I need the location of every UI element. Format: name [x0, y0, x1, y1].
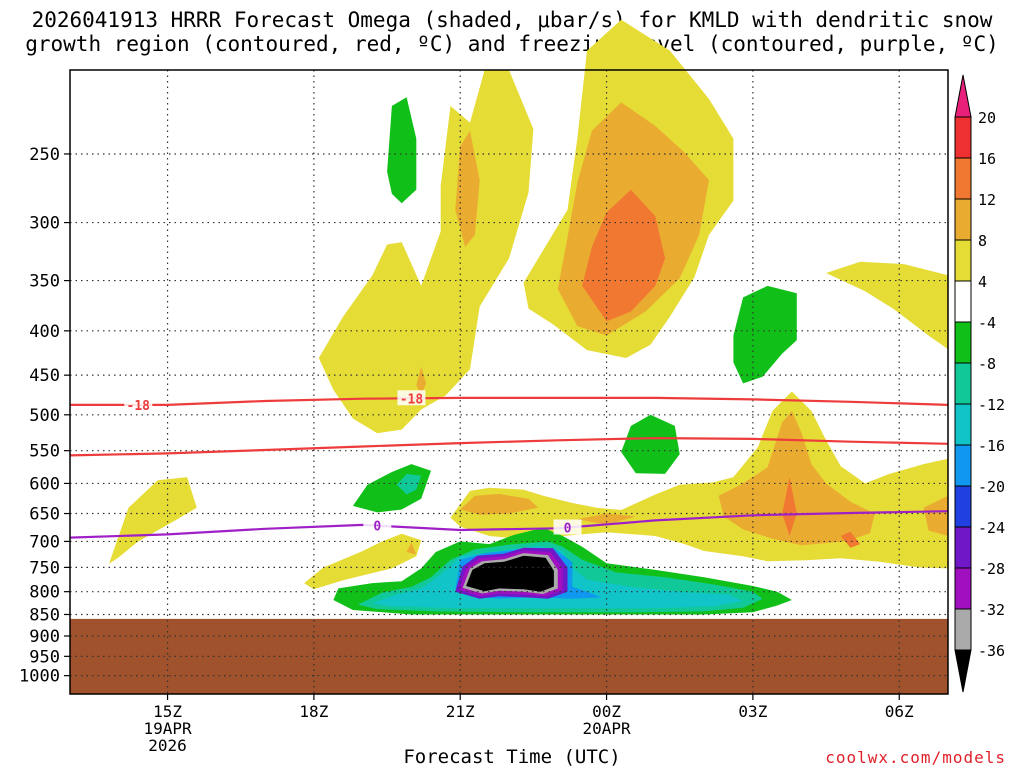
- colorbar-label-10: -24: [978, 519, 1005, 537]
- omega-region-3: [826, 261, 948, 350]
- colorbar-top-triangle: [954, 74, 972, 118]
- contour-label-0-1: -18: [400, 392, 424, 407]
- credit-link[interactable]: coolwx.com/models: [825, 748, 1006, 767]
- contour-1: [69, 436, 949, 457]
- contour-label-bg-2-0: [363, 517, 392, 533]
- colorbar-swatch-4: [954, 280, 972, 323]
- omega-shading-layer: [109, 19, 948, 615]
- y-axis-ticks: 2503003504004505005506006507007508008509…: [19, 145, 70, 687]
- colorbar-swatch-8: [954, 444, 972, 487]
- ground-below-surface: [70, 618, 948, 694]
- colorbar-label-7: -12: [978, 396, 1005, 414]
- y-tick-label-800: 800: [29, 583, 60, 603]
- omega-region-8: [416, 366, 427, 396]
- omega-region-1: [318, 70, 534, 434]
- colorbar-label-4: 4: [978, 273, 987, 291]
- x-tick-label-17-0: 06Z: [885, 702, 914, 721]
- omega-region-6: [455, 130, 480, 247]
- y-tick-label-250: 250: [29, 145, 60, 165]
- colorbar-bottom-triangle: [954, 649, 972, 693]
- colorbar-label-11: -28: [978, 560, 1005, 578]
- colorbar-label-6: -8: [978, 355, 996, 373]
- colorbar-label-9: -20: [978, 478, 1005, 496]
- omega-region-0: [109, 477, 197, 564]
- y-tick-label-850: 850: [29, 605, 60, 625]
- colorbar-label-5: -4: [978, 314, 996, 332]
- x-tick-label-5-0: 18Z: [299, 702, 328, 721]
- x-tick-label-8-0: 21Z: [446, 702, 475, 721]
- omega-region-16: [840, 531, 861, 548]
- omega-region-19: [621, 414, 680, 474]
- y-tick-label-700: 700: [29, 532, 60, 552]
- colorbar-label-2: 12: [978, 191, 996, 209]
- contour-0: [70, 396, 949, 406]
- y-tick-label-1000: 1000: [19, 667, 60, 687]
- y-tick-label-550: 550: [29, 442, 60, 462]
- x-tick-label-11-1: 20APR: [582, 719, 631, 738]
- contour-label-2-1: 0: [564, 522, 572, 537]
- omega-region-13: [406, 542, 417, 555]
- colorbar-swatch-10: [954, 526, 972, 569]
- y-tick-label-500: 500: [29, 406, 60, 426]
- omega-region-11: [718, 411, 875, 546]
- contour-layer: -18 -18 0 0: [69, 390, 949, 539]
- contour-label-0-0: -18: [127, 399, 151, 414]
- colorbar-label-0: 20: [978, 109, 996, 127]
- colorbar-swatch-1: [954, 157, 972, 200]
- omega-region-20: [352, 464, 431, 513]
- contour-label-bg-0-1: [397, 390, 426, 406]
- y-tick-label-400: 400: [29, 322, 60, 342]
- contour-label-bg-2-1: [553, 519, 582, 535]
- colorbar-label-3: 8: [978, 232, 987, 250]
- omega-region-9: [460, 493, 539, 515]
- y-tick-label-600: 600: [29, 474, 60, 494]
- colorbar-label-12: -32: [978, 601, 1005, 619]
- omega-region-10: [577, 513, 636, 525]
- y-tick-label-300: 300: [29, 214, 60, 234]
- colorbar-swatch-3: [954, 239, 972, 282]
- colorbar-swatch-7: [954, 403, 972, 446]
- colorbar-swatch-0: [954, 116, 972, 159]
- colorbar-swatch-12: [954, 608, 972, 651]
- omega-region-14: [582, 189, 666, 322]
- colorbar-swatch-11: [954, 567, 972, 610]
- colorbar-swatch-5: [954, 321, 972, 364]
- contour-2: [69, 510, 949, 539]
- colorbar-label-8: -16: [978, 437, 1005, 455]
- y-tick-label-350: 350: [29, 272, 60, 292]
- omega-region-4: [304, 533, 422, 590]
- x-axis-label: Forecast Time (UTC): [403, 746, 621, 768]
- colorbar-label-13: -36: [978, 642, 1005, 660]
- x-tick-label-14-0: 03Z: [738, 702, 767, 721]
- omega-region-29: [466, 555, 554, 592]
- y-tick-label-650: 650: [29, 505, 60, 525]
- omega-region-12: [923, 495, 948, 536]
- x-tick-label-2-1: 19APR: [143, 719, 192, 738]
- colorbar-swatch-2: [954, 198, 972, 241]
- contour-label-2-0: 0: [373, 520, 381, 535]
- y-tick-label-750: 750: [29, 558, 60, 578]
- colorbar-swatch-9: [954, 485, 972, 528]
- x-tick-label-2-0: 15Z: [153, 702, 182, 721]
- y-tick-label-900: 900: [29, 627, 60, 647]
- omega-region-17: [387, 97, 417, 204]
- plot-frame: [69, 69, 949, 695]
- omega-region-22: [396, 473, 422, 495]
- omega-region-18: [733, 285, 797, 384]
- colorbar: 20 16 12 8 4 -4 -8 -12 -16 -20 -24 -28 -32 -36: [954, 74, 1005, 693]
- contour-label-bg-0-0: [124, 396, 153, 412]
- y-tick-label-950: 950: [29, 647, 60, 667]
- x-tick-label-11-0: 00Z: [592, 702, 621, 721]
- colorbar-swatch-6: [954, 362, 972, 405]
- chart-title: 2026041913 HRRR Forecast Omega (shaded, …: [25, 8, 999, 56]
- omega-region-15: [782, 477, 797, 536]
- x-tick-label-2-2: 2026: [148, 736, 187, 755]
- y-tick-label-450: 450: [29, 366, 60, 386]
- colorbar-label-1: 16: [978, 150, 996, 168]
